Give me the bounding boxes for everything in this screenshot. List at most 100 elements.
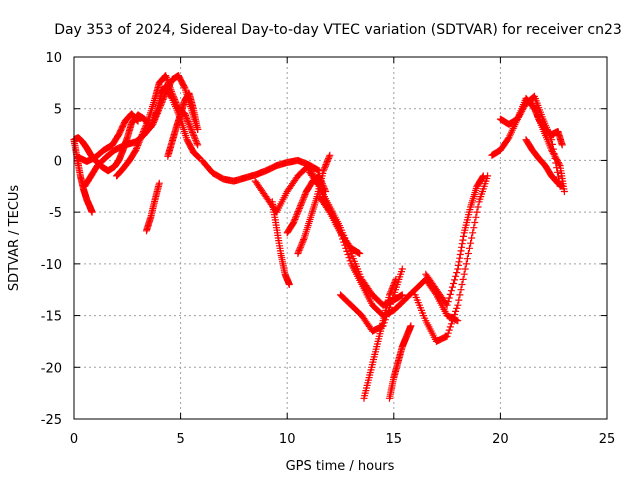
- data-point-arc19: [456, 251, 464, 258]
- data-point-arc5: [135, 138, 143, 146]
- data-point-arc5: [141, 123, 149, 131]
- x-tick-label: 0: [70, 432, 78, 447]
- data-point-arc19: [447, 287, 455, 295]
- data-point-arc16: [390, 280, 398, 288]
- data-point-arc4: [150, 119, 157, 127]
- data-point-arc15: [388, 297, 396, 305]
- data-point-arc5: [169, 91, 177, 99]
- data-point-arc14: [339, 235, 347, 243]
- data-point-arc19: [451, 276, 459, 284]
- data-point-arc18: [468, 234, 476, 242]
- data-point-arc19: [445, 294, 453, 302]
- data-point-arc15: [398, 265, 406, 273]
- data-point-arc19: [460, 232, 467, 240]
- data-point-arc4: [159, 95, 167, 103]
- data-point-arc21: [552, 154, 560, 162]
- series-arc23: [528, 100, 566, 149]
- axis-ticks: 0 5 10 15 20 25 10 5 0 -5 -10 -15 -20 -25: [41, 51, 616, 447]
- data-point-arc18: [459, 275, 467, 283]
- data-point-arc5: [137, 134, 145, 142]
- data-point-arc18: [473, 208, 481, 216]
- data-point-arc12: [295, 246, 303, 254]
- series-arc6: [143, 179, 163, 235]
- data-point-arc5: [182, 113, 190, 121]
- data-point-arc18: [447, 320, 455, 328]
- data-point-arc18: [460, 270, 468, 278]
- y-tick-label: -15: [41, 310, 62, 325]
- data-point-arc14: [340, 238, 348, 246]
- data-point-arc18: [469, 229, 477, 237]
- data-point-arc5: [187, 124, 195, 132]
- data-point-arc4: [180, 83, 188, 91]
- data-point-arc23: [529, 101, 537, 109]
- data-point-arc5: [132, 146, 140, 154]
- data-point-arc17: [407, 322, 415, 330]
- data-point-arc4: [156, 103, 164, 111]
- data-point-arc5: [164, 79, 172, 87]
- y-tick-label: -5: [49, 206, 62, 221]
- data-point-arc21: [551, 152, 559, 160]
- data-point-arc14: [345, 254, 353, 262]
- data-point-arc19: [458, 240, 466, 248]
- data-point-arc11: [300, 194, 308, 202]
- data-point-arc19: [444, 298, 452, 306]
- data-point-arc7: [194, 125, 202, 133]
- data-point-arc5: [143, 118, 151, 126]
- data-point-arc23: [532, 107, 540, 115]
- data-point-arc15: [387, 300, 395, 308]
- data-point-arc5: [185, 121, 193, 129]
- data-point-arc16: [392, 275, 400, 283]
- data-point-arc19: [448, 283, 456, 291]
- data-point-arc21: [554, 159, 562, 166]
- data-point-arc18: [450, 314, 457, 322]
- data-point-arc18: [452, 307, 460, 315]
- data-point-arc14: [342, 244, 350, 252]
- data-point-arc18: [466, 244, 473, 252]
- data-point-arc18: [472, 213, 480, 221]
- series-arc10: [268, 198, 293, 288]
- data-point-arc20: [554, 168, 561, 176]
- data-point-arc14: [343, 247, 351, 255]
- data-point-arc19: [443, 301, 451, 309]
- data-points: [70, 72, 568, 402]
- data-point-arc12: [296, 243, 304, 251]
- data-point-arc5: [173, 100, 180, 108]
- y-tick-label: -10: [41, 258, 62, 273]
- series-arc3: [74, 110, 142, 165]
- data-point-arc11: [295, 206, 303, 214]
- data-point-arc16: [389, 283, 397, 291]
- x-tick-label: 5: [176, 432, 184, 447]
- data-point-arc19: [479, 172, 487, 180]
- data-point-arc5: [189, 129, 196, 136]
- data-point-arc3: [133, 116, 141, 124]
- series-arc17: [386, 322, 415, 402]
- data-point-arc9: [356, 250, 364, 257]
- y-tick-label: -20: [41, 361, 62, 376]
- data-point-arc19: [446, 290, 454, 298]
- data-point-arc11: [290, 217, 298, 225]
- chart-title: Day 353 of 2024, Sidereal Day-to-day VTE…: [54, 22, 622, 38]
- data-point-arc18: [457, 286, 465, 294]
- data-point-arc5: [192, 136, 200, 144]
- data-point-arc2: [88, 208, 96, 216]
- series-arc16: [360, 275, 400, 402]
- y-tick-label: 10: [45, 51, 62, 66]
- y-tick-label: -25: [41, 413, 62, 428]
- data-point-arc21: [560, 188, 568, 195]
- data-point-arc23: [530, 104, 538, 112]
- data-point-arc10: [285, 281, 293, 288]
- data-point-arc21: [554, 157, 561, 165]
- data-point-arc11: [298, 198, 306, 206]
- series-arc19: [422, 172, 487, 309]
- data-point-arc14: [344, 251, 352, 258]
- series-arc14: [315, 193, 462, 325]
- data-point-arc14: [338, 232, 346, 240]
- data-point-arc19: [453, 269, 461, 277]
- data-point-arc18: [446, 323, 454, 331]
- data-point-arc12: [300, 236, 308, 244]
- series-arc7: [164, 89, 202, 160]
- data-point-arc18: [456, 291, 464, 299]
- data-point-arc12: [323, 159, 331, 167]
- series-arc18: [411, 172, 492, 345]
